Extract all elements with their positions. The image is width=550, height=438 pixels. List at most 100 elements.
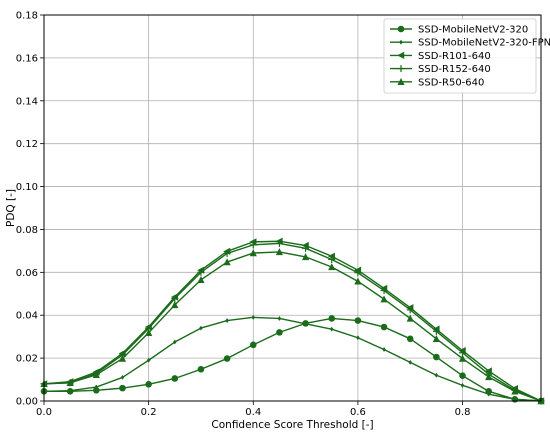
x-tick-label: 0.2	[141, 407, 157, 418]
data-point	[66, 378, 74, 386]
data-point	[275, 248, 284, 256]
x-tick-label: 0.8	[455, 407, 471, 418]
y-axis-label: PDQ [-]	[5, 189, 17, 227]
y-tick-label: 0.10	[16, 182, 38, 193]
data-point	[172, 339, 177, 345]
legend-label: SSD-R101-640	[418, 51, 491, 62]
data-point	[432, 327, 440, 335]
x-axis-label: Confidence Score Threshold [-]	[211, 419, 373, 431]
ticks: 0.0 0.2 0.4 0.6 0.8 0.00 0.02 0.04 0.06 0.08 0.10 0…	[16, 11, 471, 419]
data-point	[380, 323, 388, 331]
legend-entry: SSD-MobileNetV2-320-FPN	[390, 38, 550, 49]
legend-label: SSD-MobileNetV2-320-FPN	[418, 38, 550, 49]
data-point	[225, 318, 229, 323]
data-point	[406, 314, 414, 322]
y-tick-label: 0.00	[16, 397, 38, 408]
legend-entry: SSD-R152-640	[390, 64, 491, 75]
legend-entry: SSD-R50-640	[390, 77, 484, 88]
series-line	[43, 251, 542, 402]
series-line	[44, 317, 542, 402]
data-point	[354, 269, 362, 277]
y-tick-label: 0.04	[16, 311, 38, 322]
legend-entry: SSD-R101-640	[390, 51, 491, 62]
data-point	[329, 326, 334, 332]
series-layer	[40, 237, 545, 405]
data-point	[328, 255, 336, 263]
data-point	[119, 384, 126, 392]
y-tick-label: 0.18	[16, 11, 38, 22]
data-point	[249, 249, 257, 257]
data-point	[223, 355, 231, 362]
legend-marker	[397, 78, 405, 85]
legend-box	[383, 18, 537, 94]
series-line	[43, 240, 542, 402]
data-point	[382, 347, 386, 352]
data-point	[249, 341, 257, 349]
data-point	[249, 241, 257, 249]
y-tick-label: 0.14	[16, 96, 38, 107]
x-tick-label: 0.6	[350, 407, 366, 418]
data-point	[223, 249, 231, 257]
legend-marker	[397, 51, 405, 59]
data-point	[146, 357, 151, 363]
series-5	[40, 248, 545, 405]
data-point	[354, 277, 362, 285]
series-1	[40, 315, 545, 405]
data-point	[302, 244, 310, 252]
data-point	[223, 258, 231, 266]
data-point	[275, 239, 283, 247]
legend-label: SSD-R50-640	[418, 77, 484, 88]
legend-label: SSD-MobileNetV2-320	[418, 25, 528, 36]
data-point	[408, 360, 413, 365]
data-point	[486, 391, 491, 397]
series-line	[43, 316, 542, 402]
data-point	[380, 295, 388, 303]
data-point	[328, 263, 336, 271]
data-point	[197, 268, 205, 276]
data-point	[458, 354, 467, 362]
legend: SSD-MobileNetV2-320 SSD-MobileNetV2-320-F…	[383, 18, 550, 94]
y-tick-label: 0.12	[16, 139, 38, 150]
data-point	[301, 253, 310, 261]
legend-label: SSD-R152-640	[418, 64, 491, 75]
data-point	[94, 384, 99, 390]
data-point	[356, 335, 360, 341]
data-point	[459, 372, 466, 379]
data-point	[145, 329, 153, 337]
data-point	[118, 354, 127, 362]
data-point	[277, 316, 282, 321]
legend-marker	[397, 25, 405, 33]
data-point	[171, 301, 179, 309]
data-point	[93, 386, 100, 394]
x-tick-label: 0.4	[245, 407, 261, 418]
legend-marker	[397, 65, 405, 73]
data-point	[92, 371, 100, 379]
data-point	[406, 306, 414, 314]
data-point	[276, 329, 283, 336]
data-point	[513, 396, 517, 402]
data-point	[511, 387, 519, 395]
data-point	[406, 335, 414, 343]
legend-marker	[399, 39, 403, 45]
data-point	[145, 380, 152, 388]
data-point	[485, 373, 493, 381]
y-tick-label: 0.16	[16, 53, 38, 64]
y-tick-label: 0.02	[16, 354, 38, 365]
data-point	[354, 317, 362, 324]
y-tick-label: 0.08	[16, 225, 38, 236]
data-point	[197, 276, 205, 284]
data-point	[251, 314, 256, 320]
data-point	[434, 372, 439, 378]
data-point	[199, 325, 203, 331]
data-point	[328, 315, 336, 322]
series-line	[43, 242, 542, 402]
legend-entry: SSD-MobileNetV2-320	[390, 25, 528, 36]
y-tick-label: 0.06	[16, 268, 38, 279]
data-point	[197, 365, 205, 373]
data-point	[303, 321, 308, 327]
data-point	[433, 353, 440, 361]
plot-frame	[43, 14, 542, 402]
x-tick-label: 0.0	[36, 407, 52, 418]
data-point	[380, 287, 388, 295]
